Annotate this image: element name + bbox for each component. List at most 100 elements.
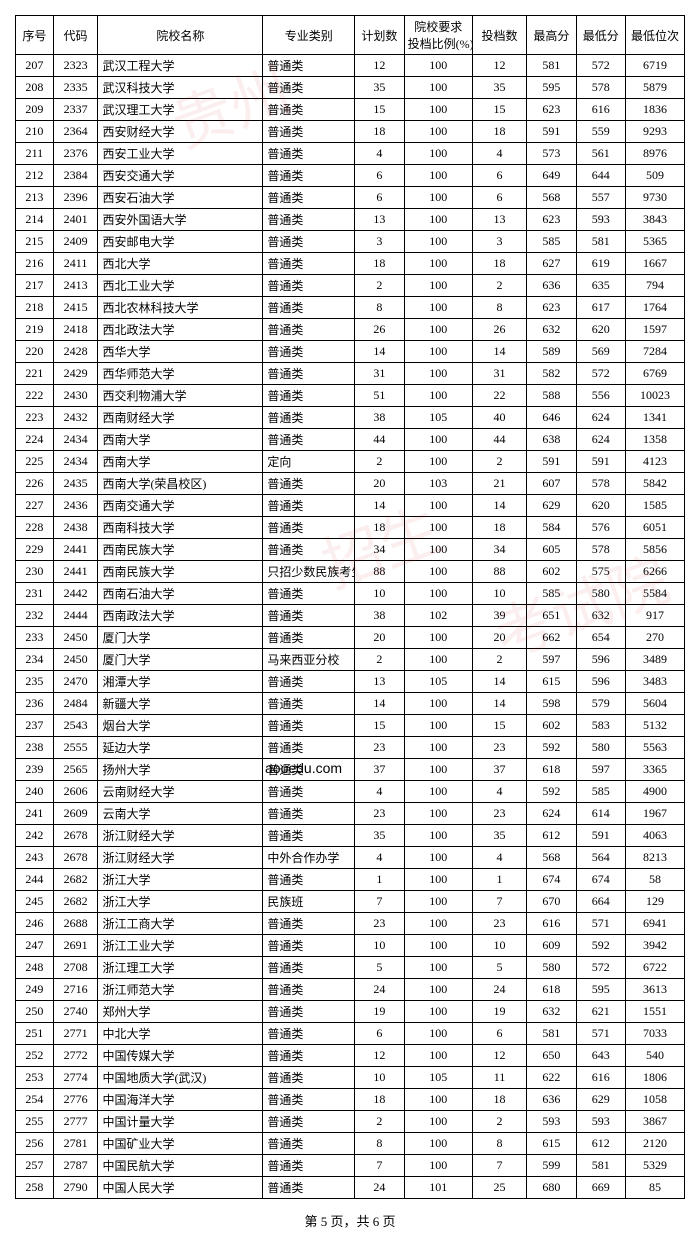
cell: 235 (16, 671, 54, 693)
cell: 2396 (53, 187, 98, 209)
cell: 636 (527, 1089, 576, 1111)
cell: 2441 (53, 561, 98, 583)
cell: 624 (576, 407, 625, 429)
cell: 100 (404, 539, 472, 561)
cell: 7 (355, 891, 404, 913)
cell: 2376 (53, 143, 98, 165)
cell: 2413 (53, 275, 98, 297)
cell: 23 (355, 913, 404, 935)
table-row: 2132396西安石油大学普通类610065685579730 (16, 187, 685, 209)
cell: 650 (527, 1045, 576, 1067)
cell: 中国计量大学 (98, 1111, 263, 1133)
cell: 35 (355, 825, 404, 847)
cell: 602 (527, 561, 576, 583)
cell: 581 (576, 231, 625, 253)
cell: 596 (576, 649, 625, 671)
table-row: 2412609云南大学普通类23100236246141967 (16, 803, 685, 825)
cell: 中国矿业大学 (98, 1133, 263, 1155)
cell: 普通类 (263, 869, 355, 891)
cell: 105 (404, 407, 472, 429)
cell: 15 (472, 99, 526, 121)
cell: 西南科技大学 (98, 517, 263, 539)
cell: 243 (16, 847, 54, 869)
cell: 40 (472, 407, 526, 429)
cell: 10 (472, 935, 526, 957)
cell: 100 (404, 143, 472, 165)
cell: 670 (527, 891, 576, 913)
cell: 241 (16, 803, 54, 825)
cell: 100 (404, 979, 472, 1001)
cell: 6 (472, 187, 526, 209)
cell: 2436 (53, 495, 98, 517)
cell: 4 (472, 143, 526, 165)
cell: 100 (404, 1001, 472, 1023)
cell: 普通类 (263, 495, 355, 517)
col-header: 最低位次 (626, 16, 685, 55)
cell: 5329 (626, 1155, 685, 1177)
cell: 18 (472, 1089, 526, 1111)
table-row: 2142401西安外国语大学普通类13100136235933843 (16, 209, 685, 231)
cell: 100 (404, 297, 472, 319)
cell: 100 (404, 363, 472, 385)
cell: 589 (527, 341, 576, 363)
cell: 674 (527, 869, 576, 891)
cell: 普通类 (263, 737, 355, 759)
col-header: 投档数 (472, 16, 526, 55)
table-row: 2432678浙江财经大学中外合作办学410045685648213 (16, 847, 685, 869)
cell: 18 (472, 253, 526, 275)
cell: 6719 (626, 55, 685, 77)
cell: 西南大学 (98, 451, 263, 473)
cell: 12 (355, 55, 404, 77)
cell: 2441 (53, 539, 98, 561)
table-row: 2572787中国民航大学普通类710075995815329 (16, 1155, 685, 1177)
cell: 2411 (53, 253, 98, 275)
cell: 212 (16, 165, 54, 187)
cell: 普通类 (263, 803, 355, 825)
cell: 635 (576, 275, 625, 297)
cell: 597 (576, 759, 625, 781)
cell: 597 (527, 649, 576, 671)
admission-table: 序号代码院校名称专业类别计划数院校要求投档比例(%)投档数最高分最低分最低位次 … (15, 15, 685, 1199)
cell: 6 (355, 165, 404, 187)
cell: 598 (527, 693, 576, 715)
table-row: 2332450厦门大学普通类2010020662654270 (16, 627, 685, 649)
table-row: 2192418西北政法大学普通类26100266326201597 (16, 319, 685, 341)
cell: 44 (472, 429, 526, 451)
cell: 100 (404, 209, 472, 231)
cell: 100 (404, 1133, 472, 1155)
cell: 2740 (53, 1001, 98, 1023)
cell: 654 (576, 627, 625, 649)
cell: 西华师范大学 (98, 363, 263, 385)
cell: 88 (355, 561, 404, 583)
cell: 厦门大学 (98, 627, 263, 649)
cell: 38 (355, 605, 404, 627)
cell: 中外合作办学 (263, 847, 355, 869)
cell: 普通类 (263, 297, 355, 319)
cell: 普通类 (263, 583, 355, 605)
cell: 云南大学 (98, 803, 263, 825)
cell: 中国人民大学 (98, 1177, 263, 1199)
cell: 237 (16, 715, 54, 737)
cell: 2337 (53, 99, 98, 121)
cell: 100 (404, 385, 472, 407)
cell: 8 (472, 297, 526, 319)
cell: 1551 (626, 1001, 685, 1023)
cell: 西北农林科技大学 (98, 297, 263, 319)
cell: 浙江财经大学 (98, 825, 263, 847)
table-body: 2072323武汉工程大学普通类121001258157267192082335… (16, 55, 685, 1199)
cell: 216 (16, 253, 54, 275)
cell: 10 (472, 583, 526, 605)
table-row: 2122384西安交通大学普通类61006649644509 (16, 165, 685, 187)
cell: 100 (404, 253, 472, 275)
cell: 218 (16, 297, 54, 319)
cell: 88 (472, 561, 526, 583)
cell: 9293 (626, 121, 685, 143)
cell: 2 (355, 649, 404, 671)
cell: 西安交通大学 (98, 165, 263, 187)
cell: 普通类 (263, 715, 355, 737)
cell: 607 (527, 473, 576, 495)
cell: 普通类 (263, 1177, 355, 1199)
cell: 245 (16, 891, 54, 913)
cell: 13 (355, 671, 404, 693)
cell: 623 (527, 297, 576, 319)
